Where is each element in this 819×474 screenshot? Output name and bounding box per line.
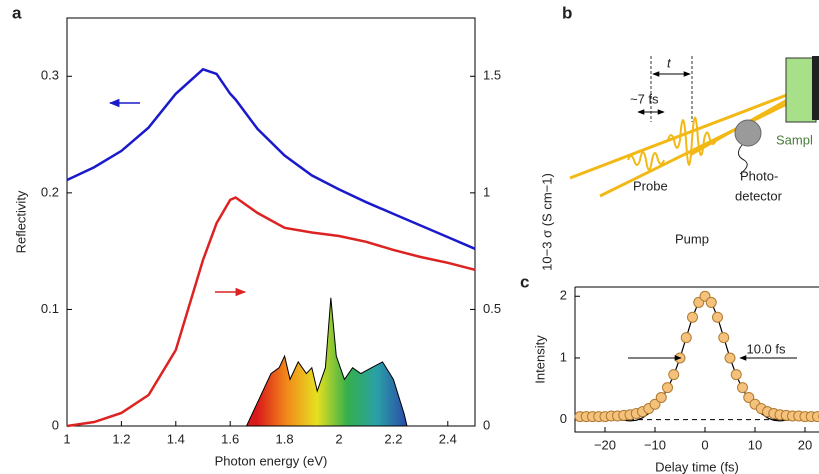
pump-pulse [667, 116, 717, 166]
sample-edge [812, 56, 819, 120]
y-tick-label: 0 [560, 411, 567, 426]
y-tick-label: 0.1 [41, 301, 59, 316]
probe-label: Probe [633, 178, 668, 193]
annotation: 10.0 fs [746, 341, 786, 356]
data-point [812, 411, 819, 423]
data-point [705, 296, 717, 308]
x-tick-label: 2.4 [439, 431, 457, 446]
x-tick-label: 1.6 [221, 431, 239, 446]
y-axis-label: Reflectivity [13, 190, 28, 253]
x-tick-label: −10 [644, 437, 666, 452]
panel-label: b [562, 3, 572, 22]
data-point [655, 391, 667, 403]
x-tick-label: 1 [63, 431, 70, 446]
y2-tick-label: 0.5 [483, 301, 501, 316]
y-tick-label: 2 [560, 288, 567, 303]
data-point [687, 311, 698, 323]
data-point [680, 332, 692, 344]
series-line [66, 67, 476, 250]
x-tick-label: 20 [798, 437, 812, 452]
data-point [724, 352, 736, 364]
y-tick-label: 0.3 [41, 68, 59, 83]
panel-label: a [12, 3, 22, 22]
delay-label: t [667, 55, 672, 70]
y2-tick-label: 0 [483, 417, 490, 432]
plot-frame [574, 287, 819, 433]
data-point [662, 382, 673, 394]
y2-tick-label: 1 [483, 184, 490, 199]
y-tick-label: 0.2 [41, 184, 59, 199]
y2-axis-label: 10−3 σ (S cm−1) [539, 173, 554, 271]
data-point [649, 398, 661, 410]
x-axis-label: Delay time (fs) [655, 459, 739, 474]
spectrum [245, 297, 408, 427]
x-tick-label: 10 [748, 437, 762, 452]
y-axis-label: Intensity [532, 335, 547, 384]
x-tick-label: 2.2 [384, 431, 402, 446]
x-tick-label: 0 [701, 437, 708, 452]
detector-label: Photo- [740, 168, 778, 183]
data-point [668, 369, 680, 381]
panel-label: c [520, 272, 529, 291]
x-tick-label: 1.8 [276, 431, 294, 446]
width-label: ~7 fs [630, 91, 659, 106]
x-tick-label: 1.2 [112, 431, 130, 446]
x-tick-label: −20 [594, 437, 616, 452]
y2-tick-label: 1.5 [483, 68, 501, 83]
data-point [712, 311, 723, 323]
pump-label: Pump [675, 231, 709, 246]
sample [785, 57, 817, 123]
series-line [66, 196, 476, 428]
data-point [718, 332, 730, 344]
x-axis-label: Photon energy (eV) [215, 453, 328, 468]
sample-label: Sampl [776, 132, 813, 147]
probe-pulse [627, 151, 665, 171]
data-point [730, 369, 742, 381]
y-tick-label: 1 [560, 349, 567, 364]
detector-label: detector [735, 188, 783, 203]
cable [738, 144, 748, 175]
x-tick-label: 2 [335, 431, 342, 446]
data-point [743, 391, 755, 403]
x-tick-label: 1.4 [167, 431, 185, 446]
fit-line [580, 295, 819, 422]
data-point [737, 382, 748, 394]
photodetector [734, 119, 762, 147]
y-tick-label: 0 [52, 417, 59, 432]
setup-diagram: b t ~7 fs Probe Pump Photo- detector Sam… [562, 3, 819, 246]
